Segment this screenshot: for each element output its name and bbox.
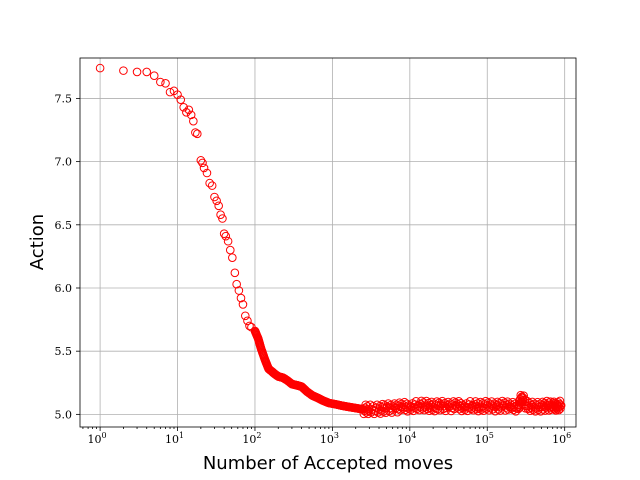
x-tick-label-base: 10 xyxy=(165,433,179,446)
y-tick-label: 7.0 xyxy=(55,156,73,169)
x-tick-label: 106 xyxy=(552,431,571,446)
data-point-dense xyxy=(515,402,524,412)
data-point xyxy=(179,102,188,112)
data-point xyxy=(238,300,248,309)
data-point-dense xyxy=(554,402,564,412)
data-point xyxy=(184,105,194,115)
data-point xyxy=(225,245,235,255)
x-tick-label-base: 10 xyxy=(88,433,102,446)
x-tick-label-base: 10 xyxy=(320,433,334,446)
data-point xyxy=(161,78,170,88)
data-point-dense xyxy=(553,401,563,410)
data-point xyxy=(199,163,209,173)
data-point xyxy=(95,63,105,73)
data-points xyxy=(95,63,566,419)
data-point xyxy=(198,158,207,168)
data-point xyxy=(221,231,231,241)
data-point xyxy=(176,95,186,105)
x-tick-label: 101 xyxy=(165,431,184,446)
data-point xyxy=(192,129,202,139)
y-tick-label: 6.0 xyxy=(55,282,73,295)
x-tick-label: 105 xyxy=(475,431,494,446)
x-tick-label: 102 xyxy=(242,431,261,446)
y-tick-label: 6.5 xyxy=(55,219,73,232)
data-point xyxy=(182,108,191,117)
data-point xyxy=(228,253,237,262)
data-point-dense xyxy=(556,401,566,410)
x-tick-label-exponent: 0 xyxy=(102,431,107,440)
y-tick-label: 5.5 xyxy=(55,345,73,358)
x-tick-label: 103 xyxy=(320,431,339,446)
y-axis-label: Action xyxy=(27,214,48,270)
x-tick-label-exponent: 2 xyxy=(256,431,261,440)
axis-ticks xyxy=(76,98,566,431)
data-point xyxy=(230,268,240,278)
data-point xyxy=(149,71,159,80)
data-point xyxy=(132,67,142,77)
x-tick-label-exponent: 6 xyxy=(566,431,571,440)
x-tick-label-base: 10 xyxy=(475,433,489,446)
data-point-dense xyxy=(554,405,564,415)
y-tick-label: 7.5 xyxy=(55,92,73,105)
data-point xyxy=(243,316,252,326)
x-tick-label-exponent: 1 xyxy=(179,431,184,440)
data-point xyxy=(234,286,244,295)
data-point xyxy=(214,201,223,211)
data-point xyxy=(119,66,128,75)
data-point-dense xyxy=(553,404,562,413)
grid-lines xyxy=(80,58,576,427)
data-point xyxy=(156,77,165,87)
x-axis-label: Number of Accepted moves xyxy=(203,453,453,474)
data-point-dense xyxy=(556,404,565,413)
x-tick-label: 100 xyxy=(88,431,107,446)
data-point xyxy=(240,311,250,321)
data-point xyxy=(202,168,212,178)
data-point-dense xyxy=(540,406,550,415)
data-point xyxy=(212,196,221,206)
x-tick-label-base: 10 xyxy=(397,433,411,446)
data-point xyxy=(196,156,206,165)
data-point xyxy=(186,110,196,120)
data-point xyxy=(205,178,214,188)
data-point xyxy=(236,293,246,303)
data-point xyxy=(189,116,198,126)
data-point xyxy=(142,67,152,77)
data-point xyxy=(245,321,254,331)
data-point xyxy=(191,128,200,137)
data-point xyxy=(219,229,229,238)
data-point-dense xyxy=(555,399,564,409)
x-tick-label-exponent: 4 xyxy=(411,431,416,440)
x-tick-label-exponent: 5 xyxy=(489,431,494,440)
data-point xyxy=(218,214,227,223)
data-point xyxy=(223,236,233,246)
x-tick-label-exponent: 3 xyxy=(334,431,339,440)
x-tick-label-base: 10 xyxy=(552,433,566,446)
plot-frame xyxy=(79,57,577,428)
y-tick-label: 5.0 xyxy=(55,408,73,421)
data-point xyxy=(165,87,175,97)
data-point xyxy=(207,181,217,190)
x-tick-label-base: 10 xyxy=(242,433,256,446)
data-point xyxy=(232,279,241,289)
x-tick-label: 104 xyxy=(397,431,416,446)
